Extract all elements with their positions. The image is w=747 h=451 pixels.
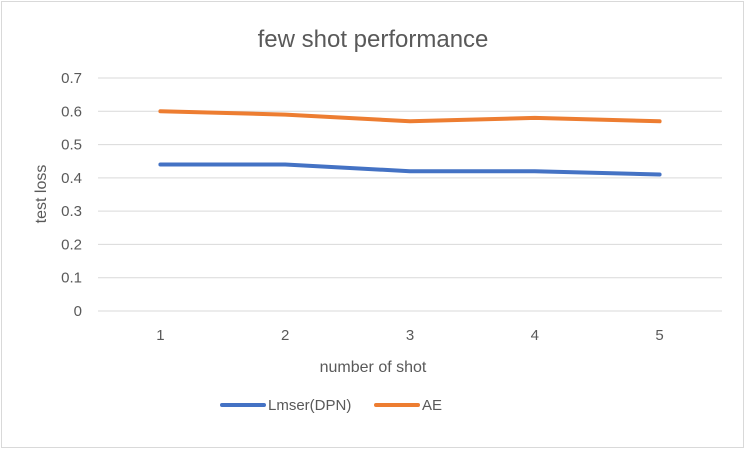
x-tick-label: 5 bbox=[655, 327, 663, 344]
chart-title: few shot performance bbox=[258, 26, 489, 53]
y-axis-ticks: 0 0.1 0.2 0.3 0.4 0.5 0.6 0.7 bbox=[61, 70, 82, 320]
y-tick-label: 0.6 bbox=[61, 103, 82, 120]
data-point bbox=[409, 120, 411, 122]
x-tick-label: 1 bbox=[156, 327, 164, 344]
gridlines bbox=[98, 77, 722, 312]
y-tick-label: 0.1 bbox=[61, 270, 82, 287]
data-point bbox=[159, 110, 161, 112]
y-tick-label: 0.7 bbox=[61, 70, 82, 87]
series-lines bbox=[158, 109, 662, 177]
series-line-0 bbox=[158, 162, 662, 177]
y-tick-label: 0.5 bbox=[61, 137, 82, 154]
y-tick-label: 0.2 bbox=[61, 236, 82, 253]
y-axis-label: test loss bbox=[33, 165, 50, 224]
legend-label: AE bbox=[422, 397, 442, 414]
series-line-1 bbox=[158, 109, 662, 124]
y-tick-label: 0 bbox=[74, 303, 82, 320]
data-point bbox=[159, 164, 161, 166]
x-tick-label: 3 bbox=[406, 327, 414, 344]
data-point bbox=[409, 170, 411, 172]
legend: Lmser(DPN) AE bbox=[220, 397, 442, 414]
x-axis-label: number of shot bbox=[320, 359, 427, 376]
y-tick-label: 0.3 bbox=[61, 203, 82, 220]
data-point bbox=[284, 164, 286, 166]
x-tick-label: 4 bbox=[531, 327, 539, 344]
x-tick-label: 2 bbox=[281, 327, 289, 344]
data-point bbox=[284, 114, 286, 116]
x-axis-ticks: 1 2 3 4 5 bbox=[156, 327, 664, 344]
y-tick-label: 0.4 bbox=[61, 170, 82, 187]
data-point bbox=[659, 174, 661, 176]
legend-label: Lmser(DPN) bbox=[268, 397, 351, 414]
data-point bbox=[534, 170, 536, 172]
data-point bbox=[534, 117, 536, 119]
data-point bbox=[659, 120, 661, 122]
